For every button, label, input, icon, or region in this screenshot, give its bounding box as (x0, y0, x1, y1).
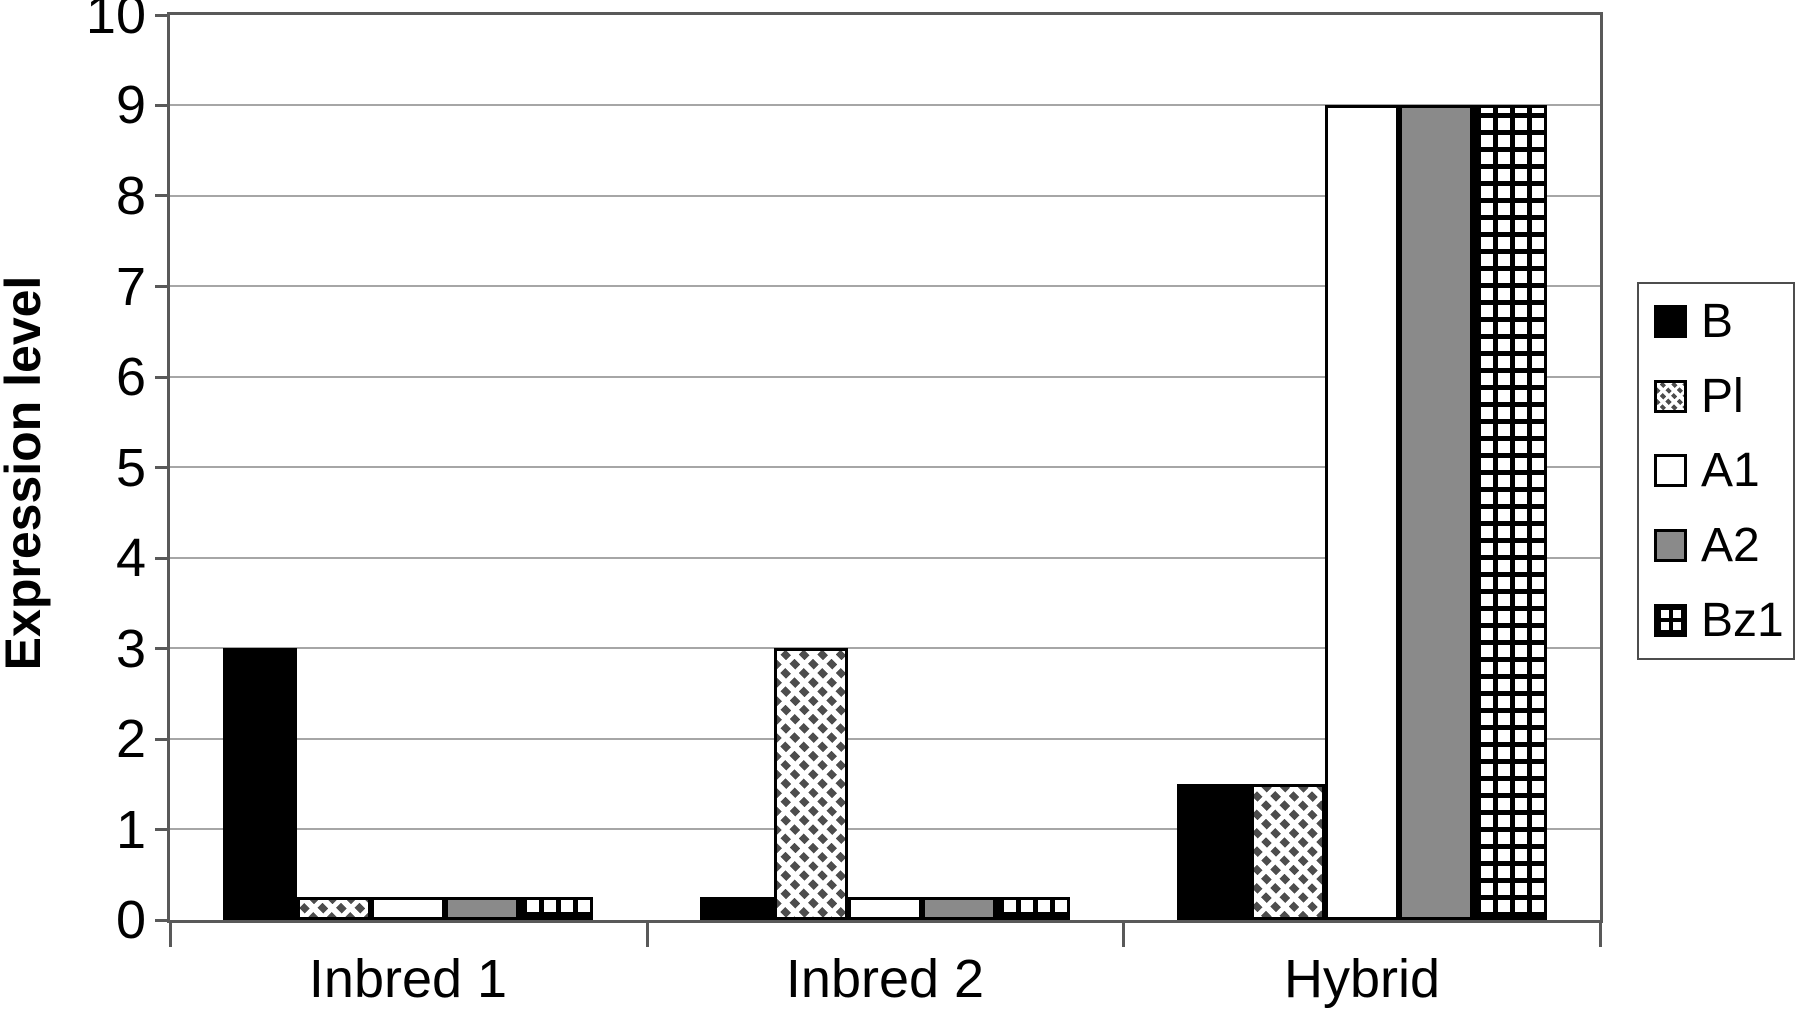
legend-swatch-a1 (1654, 454, 1687, 488)
legend: B Pl A1 A2 Bz1 (1637, 282, 1795, 660)
bar-a1 (848, 897, 922, 920)
y-tick-label: 0 (115, 890, 146, 950)
bar-b (700, 897, 774, 920)
plot-area (167, 12, 1603, 923)
gridline (170, 828, 1600, 830)
y-tick (155, 647, 169, 650)
legend-item: Pl (1639, 359, 1793, 434)
gridline (170, 466, 1600, 468)
legend-item: B (1639, 284, 1793, 359)
gridline (170, 738, 1600, 740)
bar-a2 (922, 897, 996, 920)
y-tick (155, 919, 169, 922)
legend-label: A2 (1701, 519, 1760, 573)
x-category-label: Inbred 2 (785, 949, 985, 1009)
y-tick (155, 376, 169, 379)
bar-a1 (371, 897, 445, 920)
y-tick-label: 2 (115, 709, 146, 769)
y-tick (155, 466, 169, 469)
y-tick-label: 3 (115, 619, 146, 679)
bar-pl (774, 648, 848, 920)
gridline (170, 285, 1600, 287)
y-tick-label: 10 (85, 0, 146, 45)
gridline (170, 104, 1600, 106)
y-tick-label: 4 (115, 528, 146, 588)
bar-b (223, 648, 297, 920)
legend-label: Pl (1701, 369, 1744, 423)
legend-label: A1 (1701, 444, 1760, 498)
bar-bz1 (519, 897, 593, 920)
bar-bz1 (996, 897, 1070, 920)
y-tick-label: 5 (115, 438, 146, 498)
y-tick (155, 285, 169, 288)
y-tick-label: 6 (115, 347, 146, 407)
bar-a2 (1399, 105, 1473, 920)
x-tick (1122, 923, 1125, 947)
bar-a1 (1325, 105, 1399, 920)
x-tick (169, 923, 172, 947)
legend-item: Bz1 (1639, 583, 1793, 658)
y-tick-label: 9 (115, 75, 146, 135)
y-tick (155, 828, 169, 831)
legend-label: B (1701, 294, 1734, 348)
bar-a2 (445, 897, 519, 920)
x-category-label: Inbred 1 (308, 949, 508, 1009)
legend-item: A1 (1639, 434, 1793, 509)
x-category-label: Hybrid (1283, 949, 1441, 1009)
y-tick (155, 738, 169, 741)
x-tick (1599, 923, 1602, 947)
legend-swatch-a2 (1654, 529, 1687, 563)
bar-b (1177, 784, 1251, 920)
x-tick (646, 923, 649, 947)
gridline (170, 376, 1600, 378)
y-tick (155, 557, 169, 560)
y-tick (155, 104, 169, 107)
legend-swatch-b (1654, 304, 1687, 338)
gridline (170, 195, 1600, 197)
legend-swatch-pl (1654, 379, 1687, 413)
gridline (170, 557, 1600, 559)
y-tick (155, 14, 169, 17)
bar-pl (297, 897, 371, 920)
bar-bz1 (1473, 105, 1547, 920)
y-tick-label: 1 (115, 800, 146, 860)
legend-item: A2 (1639, 508, 1793, 583)
y-tick (155, 194, 169, 197)
bar-pl (1251, 784, 1325, 920)
y-tick-label: 8 (115, 166, 146, 226)
gridline (170, 647, 1600, 649)
legend-swatch-bz1 (1654, 604, 1687, 638)
legend-label: Bz1 (1701, 594, 1784, 648)
y-tick-label: 7 (115, 257, 146, 317)
